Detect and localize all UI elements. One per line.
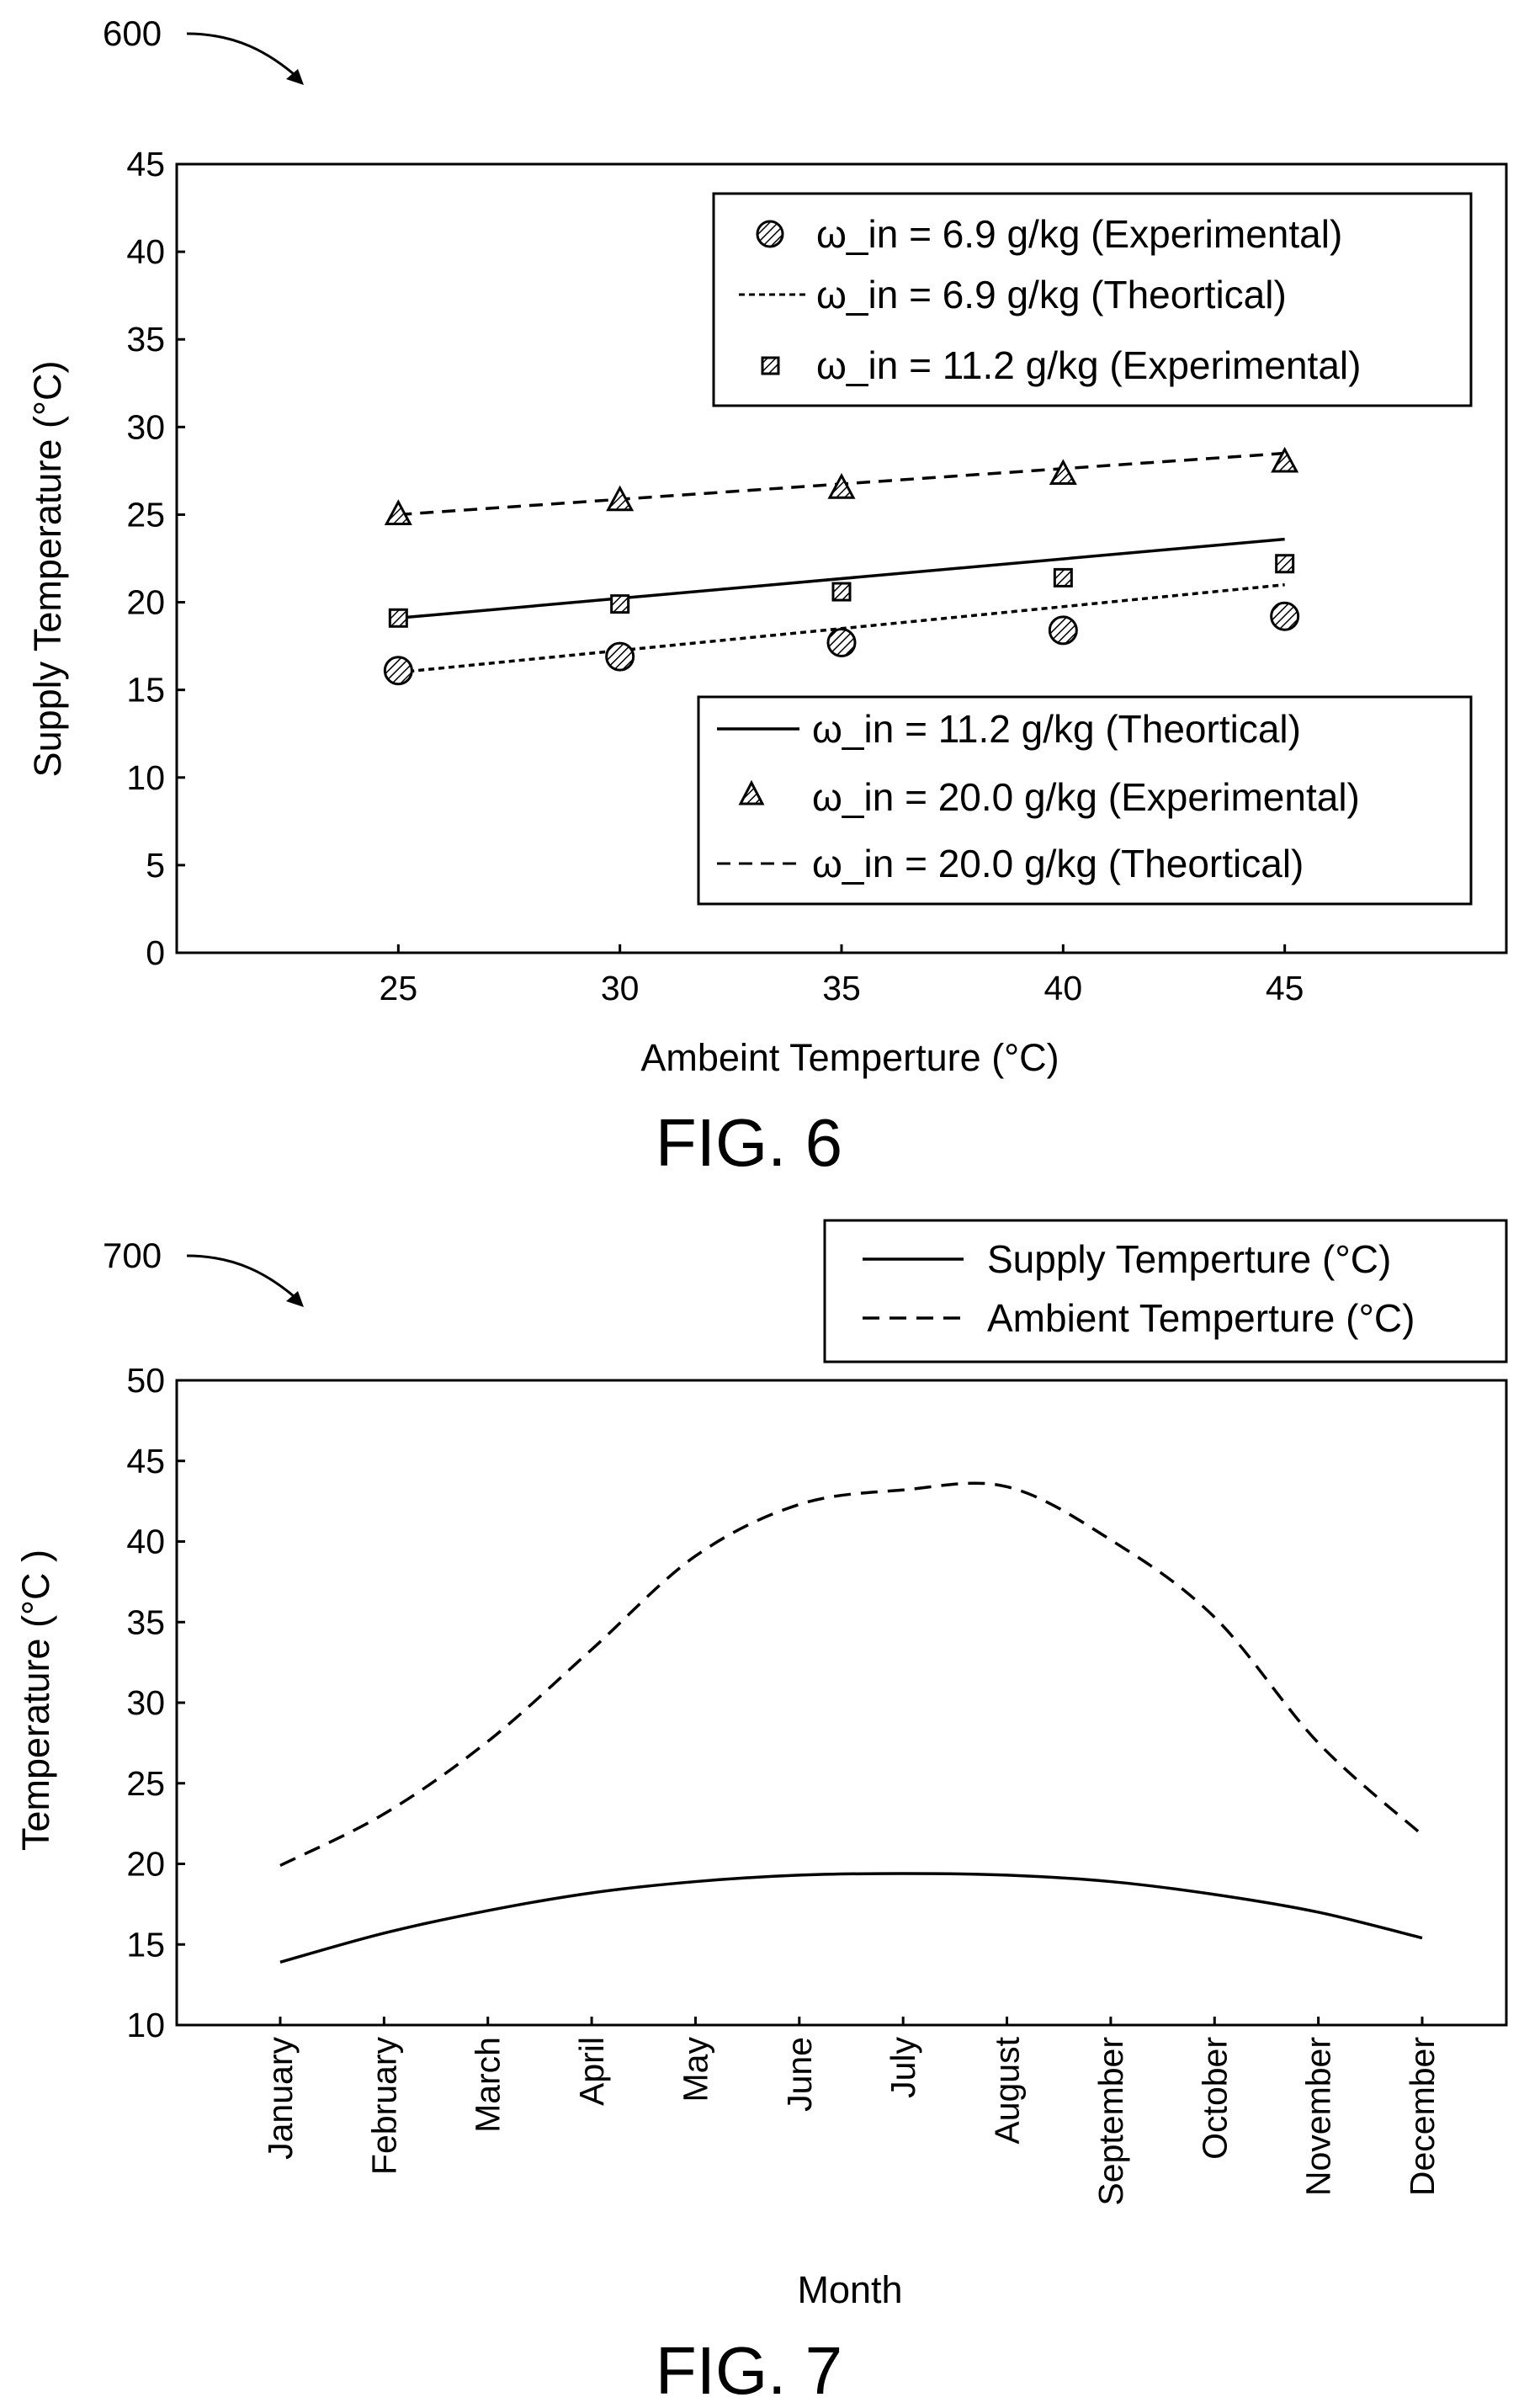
fig6-series-1-circle-point <box>1270 601 1300 631</box>
fig6-series-5-triangle-point <box>606 485 635 512</box>
fig6-x-tick-label: 35 <box>822 969 861 1007</box>
fig6-series-3-square-point <box>610 594 630 614</box>
fig7-month-label: September <box>1091 2037 1130 2206</box>
fig6-legend-top: ω_in = 6.9 g/kg (Experimental) ω_in = 6.… <box>712 192 1473 407</box>
fig6-y-tick-label: 25 <box>126 495 165 534</box>
fig6-y-tick-label: 40 <box>126 232 165 271</box>
fig6-legend-top-box <box>712 192 1473 407</box>
fig6-y-tick-label: 15 <box>126 671 165 710</box>
fig7-legend: Supply Temperture (°C) Ambient Tempertur… <box>823 1219 1508 1363</box>
fig7-month-label: February <box>364 2037 403 2176</box>
fig7-reference-number: 700 <box>103 1236 162 1275</box>
fig6-legend-square-marker <box>761 356 780 375</box>
fig7-month-label: December <box>1403 2037 1442 2196</box>
fig6-legend-entry-6: ω_in = 20.0 g/kg (Theortical) <box>812 842 1304 885</box>
fig7-month-label: March <box>469 2037 507 2133</box>
fig7-x-axis-label: Month <box>797 2268 902 2311</box>
fig6-series-5-triangle-point <box>1049 459 1077 486</box>
fig6-y-axis-label: Supply Temperature (°C) <box>26 361 69 778</box>
fig6-legend-entry-1: ω_in = 6.9 g/kg (Experimental) <box>816 212 1342 256</box>
fig6-y-tick-label: 35 <box>126 320 165 359</box>
fig6-x-tick-label: 25 <box>380 969 418 1007</box>
fig6-series-1-circle-point <box>605 641 635 672</box>
fig6-series-1-circle-point <box>826 627 857 657</box>
fig6-x-axis: 25 30 35 40 45 <box>380 944 1304 1007</box>
fig7-month-label: May <box>676 2037 714 2102</box>
fig6-legend-entry-2: ω_in = 6.9 g/kg (Theortical) <box>816 273 1287 316</box>
fig7-y-tick-label: 40 <box>126 1523 165 1561</box>
fig6-legend-entry-4: ω_in = 11.2 g/kg (Theortical) <box>812 707 1301 751</box>
fig6-series-5-triangle-point <box>1271 446 1299 473</box>
fig7-reference-arrow <box>186 1254 300 1303</box>
fig7-caption: FIG. 7 <box>656 2333 842 2408</box>
fig6-y-tick-label: 0 <box>146 933 165 972</box>
fig7-month-label: June <box>780 2037 819 2112</box>
fig6-x-tick-label: 40 <box>1044 969 1083 1007</box>
fig6-series-5-triangle-point <box>827 473 856 499</box>
fig6-legend-entry-5: ω_in = 20.0 g/kg (Experimental) <box>812 775 1360 819</box>
fig6-reference-arrowhead <box>286 69 304 85</box>
fig6-series-3-square-point <box>1275 554 1295 574</box>
fig6-y-tick-label: 30 <box>126 407 165 446</box>
fig7-supply-temperature-line <box>279 1872 1423 1964</box>
fig6-x-axis-label: Ambeint Temperture (°C) <box>640 1036 1059 1079</box>
fig7-month-label: January <box>261 2037 300 2160</box>
fig6-series-3-square-point <box>831 582 852 602</box>
fig7-y-tick-label: 50 <box>126 1361 165 1400</box>
fig7-y-tick-label: 45 <box>126 1442 165 1480</box>
fig7-y-axis: 10 15 20 25 30 35 40 45 50 <box>126 1361 185 2044</box>
fig7-month-label: November <box>1299 2037 1338 2196</box>
fig6-y-tick-label: 10 <box>126 758 165 797</box>
fig7-y-tick-label: 25 <box>126 1764 165 1803</box>
fig7-chart: 700 Supply Temperture (°C) Ambient Tempe… <box>14 1219 1508 2408</box>
fig7-reference-arrowhead <box>286 1291 304 1307</box>
fig6-legend-triangle-marker <box>738 779 765 805</box>
fig7-legend-entry-2: Ambient Temperture (°C) <box>987 1296 1415 1340</box>
fig6-caption: FIG. 6 <box>656 1105 842 1180</box>
fig6-y-tick-label: 20 <box>126 583 165 622</box>
fig7-y-tick-label: 35 <box>126 1603 165 1641</box>
fig7-month-label: August <box>988 2036 1027 2144</box>
fig6-series-1-circle-point <box>383 656 413 686</box>
fig7-y-tick-label: 30 <box>126 1683 165 1722</box>
fig6-chart: 600 0 5 10 15 20 25 30 35 40 45 25 30 35 40 45 Supply… <box>26 13 1508 1180</box>
fig6-series-layer <box>383 446 1300 686</box>
fig7-month-label: July <box>884 2037 922 2098</box>
fig7-month-label: April <box>572 2037 611 2106</box>
fig6-legend-bottom: ω_in = 11.2 g/kg (Theortical) ω_in = 20.… <box>697 695 1473 906</box>
fig7-legend-entry-1: Supply Temperture (°C) <box>987 1237 1391 1281</box>
fig6-legend-circle-marker <box>756 220 784 248</box>
fig7-series-layer <box>279 1481 1424 1964</box>
fig6-y-tick-label: 5 <box>146 846 165 885</box>
fig6-series-5-triangle-point <box>384 499 412 525</box>
fig7-month-label: October <box>1195 2037 1234 2160</box>
fig6-legend-entry-3: ω_in = 11.2 g/kg (Experimental) <box>816 343 1361 387</box>
fig7-y-axis-label: Temperature (°C ) <box>14 1550 57 1851</box>
fig6-series-3-square-point <box>1053 567 1073 587</box>
fig7-y-tick-label: 20 <box>126 1845 165 1884</box>
fig6-reference-number: 600 <box>103 13 162 53</box>
fig6-series-3-square-point <box>388 608 408 628</box>
fig6-series-4-line <box>398 537 1285 620</box>
fig7-y-tick-label: 10 <box>126 2006 165 2044</box>
fig6-x-tick-label: 30 <box>601 969 640 1007</box>
fig7-plot-frame <box>175 1379 1508 2027</box>
fig7-ambient-temperature-line <box>279 1481 1424 1867</box>
fig6-legend-bottom-box <box>697 695 1473 906</box>
fig6-x-tick-label: 45 <box>1266 969 1304 1007</box>
fig7-legend-box <box>823 1219 1508 1363</box>
fig6-reference-arrow <box>186 32 300 81</box>
fig6-series-1-circle-point <box>1048 615 1078 646</box>
fig7-y-tick-label: 15 <box>126 1925 165 1964</box>
fig7-x-axis: January February March April May June July Augu… <box>261 2017 1442 2206</box>
fig6-y-axis: 0 5 10 15 20 25 30 35 40 45 <box>126 145 185 972</box>
fig6-y-tick-label: 45 <box>126 145 165 183</box>
